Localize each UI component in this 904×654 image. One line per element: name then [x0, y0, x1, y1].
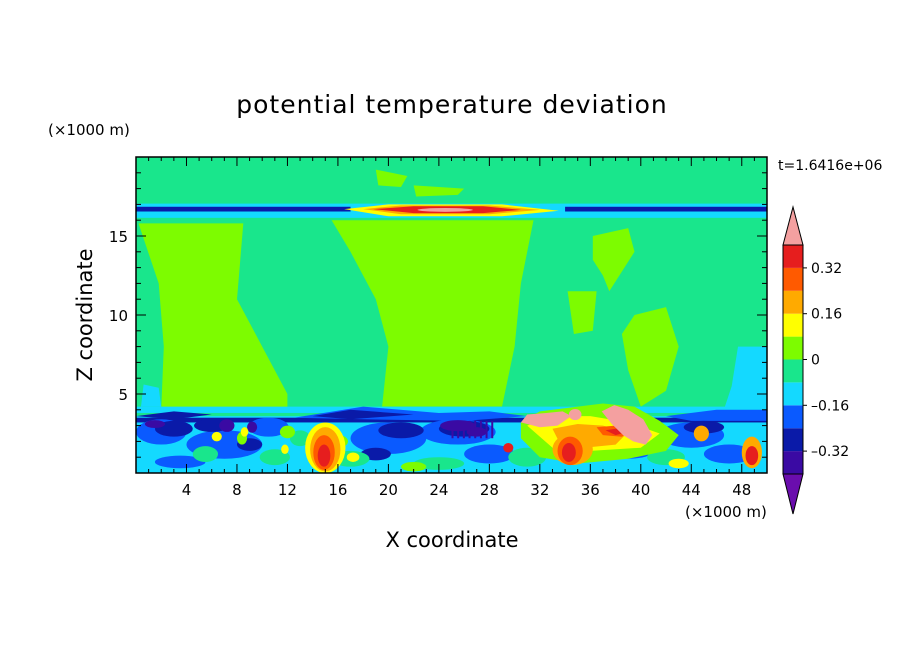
colorbar-tick-label: –0.16 — [811, 398, 849, 414]
surface-mottle — [240, 427, 249, 437]
surface-mottle — [259, 449, 290, 466]
colorbar-arrow-low — [782, 473, 804, 515]
surface-cold-blob — [703, 444, 755, 464]
lime-region — [138, 223, 288, 410]
surface-mottle — [211, 431, 222, 442]
colorbar-segment — [783, 267, 803, 291]
cold-spike — [474, 420, 477, 439]
surface-cold-blob — [378, 422, 424, 439]
y-tick-label: 15 — [109, 228, 128, 246]
boundary-layer — [136, 411, 212, 420]
colorbar-segment — [783, 245, 803, 268]
warm-spot — [693, 425, 709, 442]
pink-core — [601, 405, 653, 445]
x-tick-label: 36 — [581, 481, 600, 499]
tropopause-band — [417, 208, 473, 212]
cold-spike — [457, 420, 460, 439]
surface-mottle — [192, 446, 219, 462]
x-tick-label: 32 — [530, 481, 549, 499]
x-tick-label: 28 — [480, 481, 499, 499]
colorbar-segment — [783, 313, 803, 337]
colorbar-segment — [783, 359, 803, 383]
cold-spike — [451, 420, 454, 439]
cold-spike — [491, 420, 494, 439]
colorbar-segment — [783, 428, 803, 452]
contour-field — [136, 157, 767, 473]
y-unit-label: (×1000 m) — [48, 121, 130, 139]
warm-plume — [317, 444, 331, 467]
cold-spike — [468, 420, 471, 439]
y-axis-label: Z coordinate — [73, 248, 97, 381]
y-axis: 5 10 15 — [109, 172, 767, 458]
y-tick-label: 5 — [118, 386, 128, 404]
surface-mottle — [289, 430, 311, 447]
lime-region — [413, 185, 465, 197]
colorbar-tick-label: 0.16 — [811, 307, 842, 323]
warm-region — [561, 442, 576, 462]
colorbar-segment — [783, 382, 803, 406]
x-tick-label: 44 — [682, 481, 701, 499]
x-tick-label: 8 — [232, 481, 242, 499]
cold-spike — [462, 420, 465, 439]
x-tick-label: 12 — [278, 481, 297, 499]
cyan-region — [141, 384, 162, 407]
colorbar-arrow-high — [782, 205, 804, 246]
cyan-region — [136, 406, 767, 413]
warm-spot — [668, 458, 689, 469]
surface-cold-blob — [219, 419, 235, 432]
lime-region — [375, 169, 408, 187]
cold-spike — [485, 420, 488, 439]
colorbar: 0.32 0.16 0 –0.16 –0.32 — [782, 205, 849, 515]
x-axis: 4 8 12 16 20 24 28 32 36 40 44 48 — [148, 157, 755, 499]
surface-cold-blob — [144, 420, 166, 428]
x-tick-label: 40 — [631, 481, 650, 499]
pink-core — [520, 411, 572, 428]
lime-region — [331, 220, 534, 407]
colorbar-tick-label: 0.32 — [811, 261, 842, 277]
x-tick-label: 16 — [328, 481, 347, 499]
surface-mottle — [346, 452, 360, 462]
warm-spot — [503, 442, 514, 453]
surface-cold-blob — [248, 417, 289, 437]
colorbar-tick-label: –0.32 — [811, 444, 849, 460]
boundary-layer — [312, 409, 414, 420]
lime-region — [592, 228, 635, 292]
surface-mottle — [279, 425, 296, 439]
surface-cold-blob — [464, 444, 515, 464]
boundary-layer — [666, 409, 767, 421]
colorbar-segment — [783, 290, 803, 314]
time-label: t=1.6416e+06 — [778, 158, 882, 174]
x-tick-label: 4 — [182, 481, 192, 499]
pink-core — [568, 409, 582, 421]
colorbar-segment — [783, 451, 803, 474]
lime-region — [567, 291, 597, 334]
x-unit-label: (×1000 m) — [685, 503, 767, 521]
y-tick-label: 10 — [109, 307, 128, 325]
surface-mottle — [281, 444, 289, 455]
surface-cold-blob — [154, 455, 206, 469]
x-tick-label: 24 — [429, 481, 448, 499]
surface-cold-blob — [247, 421, 258, 433]
colorbar-tick-label: 0 — [811, 353, 820, 369]
warm-spot — [745, 446, 759, 466]
x-tick-label: 20 — [379, 481, 398, 499]
colorbar-segment — [783, 405, 803, 429]
cyan-region — [722, 346, 767, 413]
colorbar-segment — [783, 336, 803, 360]
lime-region — [621, 307, 679, 407]
cold-spike — [479, 420, 482, 439]
chart-title: potential temperature deviation — [236, 90, 667, 119]
surface-mottle — [401, 461, 427, 472]
x-tick-label: 48 — [732, 481, 751, 499]
x-axis-label: X coordinate — [385, 528, 518, 552]
